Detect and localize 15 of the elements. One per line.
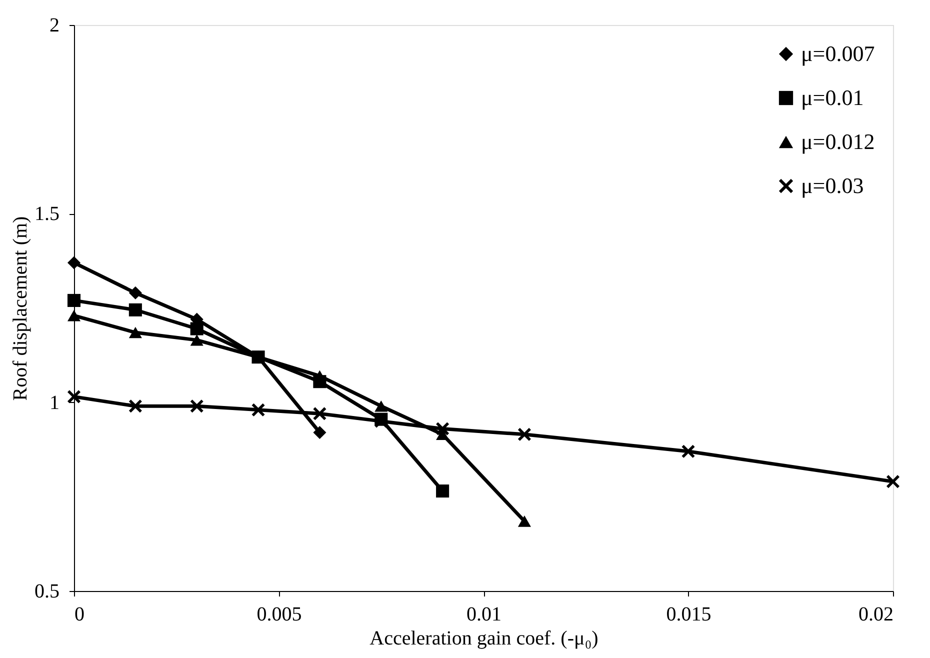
legend-label: μ=0.03	[801, 173, 864, 198]
legend-label: μ=0.007	[801, 41, 875, 66]
y-tick-label: 2	[50, 14, 60, 36]
x-axis-title: Acceleration gain coef. (-μ₀)	[370, 628, 598, 650]
x-tick-label: 0	[74, 604, 84, 626]
y-tick-label: 0.5	[34, 580, 60, 602]
x-tick-label: 0.015	[666, 604, 712, 626]
x-tick-label: 0.01	[466, 604, 502, 626]
y-tick-label: 1.5	[34, 203, 60, 226]
y-tick-label: 1	[50, 392, 60, 414]
legend-label: μ=0.012	[801, 129, 875, 154]
x-tick-label: 0.02	[858, 604, 894, 626]
legend-label: μ=0.01	[801, 85, 864, 110]
y-axis-title: Roof displacement (m)	[10, 216, 32, 401]
x-tick-label: 0.005	[256, 604, 302, 626]
